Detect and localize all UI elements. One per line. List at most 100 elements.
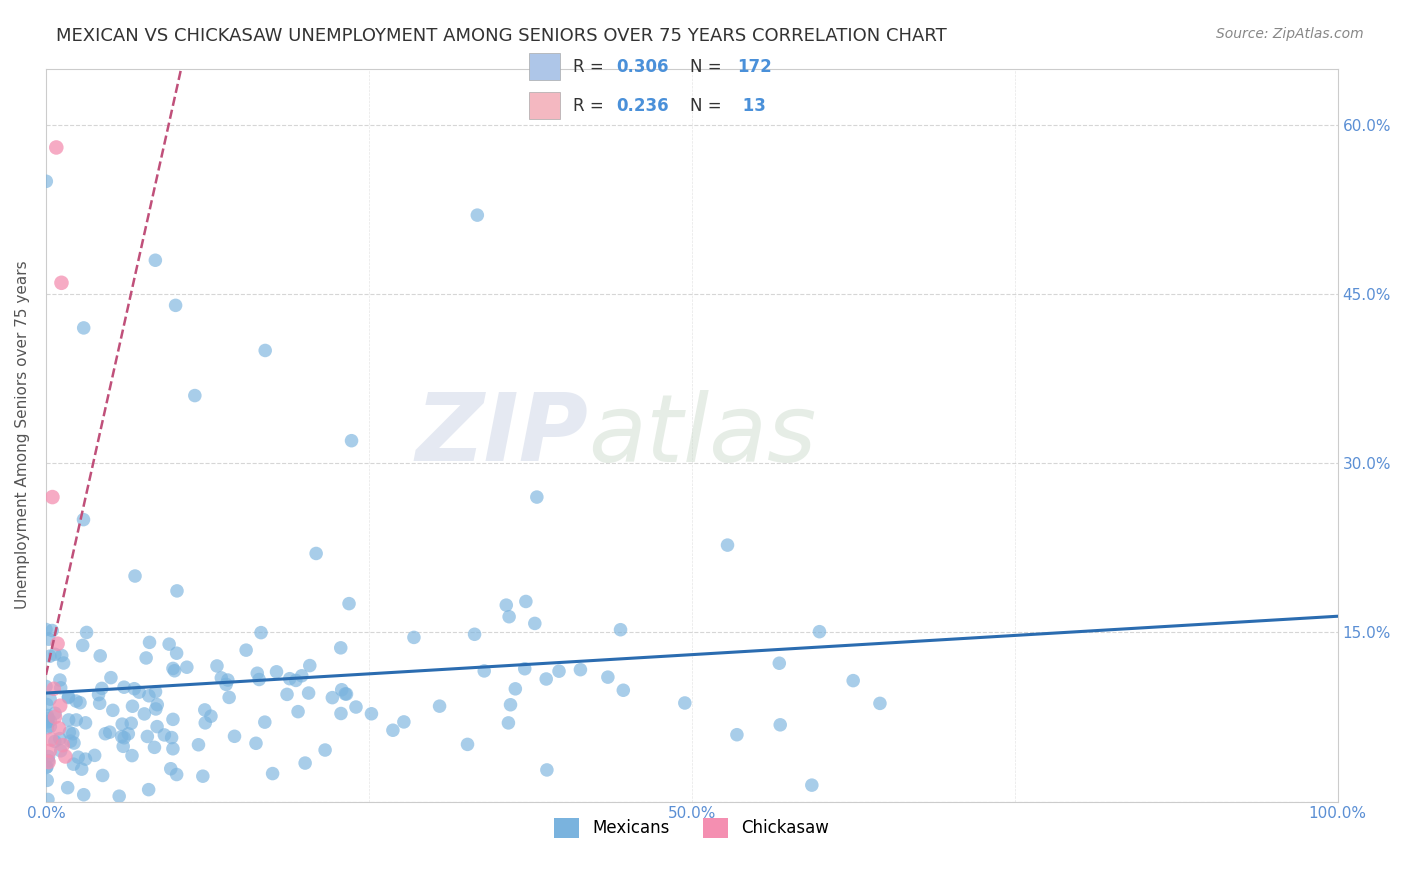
Point (39, 692, 62, 706)
Point (498, 609, 520, 624)
Bar (530, 54, 561, 80)
Point (392, 714, 415, 729)
Point (51, 276, 73, 290)
Point (429, 699, 451, 714)
Point (51, 648, 73, 663)
Point (145, 684, 167, 698)
Point (37, 714, 59, 729)
Point (62, 757, 84, 772)
Point (44, 734, 66, 748)
Point (297, 686, 319, 700)
Point (205, 659, 228, 673)
Point (73, 321, 96, 335)
Point (58, 725, 80, 739)
Point (58, 713, 80, 727)
Point (89, 696, 111, 710)
Point (162, 712, 184, 726)
Point (218, 690, 240, 705)
Text: N =: N = (690, 96, 727, 114)
Point (124, 569, 146, 583)
Point (37, 711, 59, 725)
Point (46, 637, 69, 651)
Point (534, 672, 557, 686)
Legend: Mexicans, Chickasaw: Mexicans, Chickasaw (547, 811, 837, 845)
Point (37, 721, 59, 735)
Point (569, 663, 592, 677)
Text: R =: R = (572, 96, 609, 114)
Point (35, 760, 58, 774)
Point (83, 748, 105, 763)
Point (344, 700, 367, 714)
Point (128, 685, 150, 699)
Point (94, 727, 117, 741)
Point (49, 698, 72, 713)
Point (215, 677, 238, 691)
Point (716, 538, 738, 552)
Point (62, 727, 84, 741)
Point (58, 690, 80, 704)
Point (69, 696, 91, 710)
Point (246, 666, 269, 681)
Point (176, 660, 198, 674)
Point (120, 716, 142, 731)
Point (157, 637, 180, 651)
Point (247, 673, 270, 687)
Text: MEXICAN VS CHICKASAW UNEMPLOYMENT AMONG SENIORS OVER 75 YEARS CORRELATION CHART: MEXICAN VS CHICKASAW UNEMPLOYMENT AMONG … (56, 27, 948, 45)
Point (842, 673, 865, 688)
Point (294, 756, 316, 770)
Point (596, 670, 619, 684)
Point (143, 740, 166, 755)
Point (37, 708, 59, 723)
Point (160, 731, 183, 745)
Point (162, 661, 184, 675)
Point (769, 718, 792, 732)
Point (35, 680, 58, 694)
Point (35, 698, 58, 712)
Point (869, 697, 891, 711)
Point (48, 721, 70, 735)
Point (138, 689, 160, 703)
Text: 172: 172 (737, 58, 772, 76)
Point (166, 646, 188, 660)
Point (49, 681, 72, 695)
Text: N =: N = (690, 58, 727, 76)
Point (135, 651, 157, 665)
Point (37, 773, 59, 788)
Point (35, 623, 58, 637)
Point (217, 673, 239, 687)
Point (526, 490, 548, 504)
Point (89, 648, 111, 663)
Point (90, 681, 112, 696)
Bar (530, 92, 561, 120)
Point (38, 632, 60, 647)
Point (37, 754, 59, 768)
Point (59, 734, 82, 748)
Point (284, 673, 307, 688)
Point (44, 648, 66, 662)
Point (159, 762, 181, 776)
Point (35, 174, 58, 188)
Point (38, 649, 60, 664)
Point (402, 631, 425, 645)
Point (38, 755, 60, 769)
Point (768, 657, 790, 671)
Point (143, 253, 166, 268)
Point (536, 763, 558, 777)
Point (73, 788, 96, 802)
Point (39, 732, 62, 747)
Point (609, 623, 631, 637)
Point (495, 598, 517, 612)
Point (472, 664, 495, 678)
Point (111, 717, 134, 731)
Point (191, 769, 214, 783)
Point (163, 664, 186, 678)
Point (612, 683, 634, 698)
Point (245, 736, 267, 750)
Point (235, 643, 257, 657)
Point (138, 782, 160, 797)
Point (49, 731, 72, 746)
Point (209, 671, 232, 685)
Point (808, 624, 831, 639)
Point (725, 728, 748, 742)
Text: 0.306: 0.306 (616, 58, 669, 76)
